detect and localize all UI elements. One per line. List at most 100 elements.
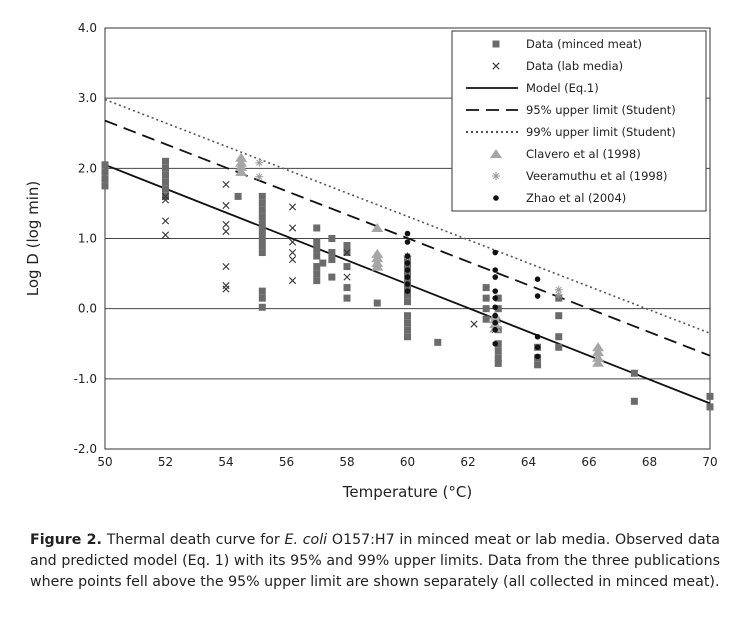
minced-meat-point — [630, 397, 638, 405]
clavero-point — [371, 261, 384, 271]
lab-media-point — [288, 224, 297, 232]
lab-media-point — [222, 180, 230, 189]
x-tick-label: 56 — [279, 455, 294, 469]
y-tick-label: 3.0 — [78, 91, 97, 105]
minced-meat-point — [162, 185, 169, 193]
minced-meat-point — [404, 333, 411, 341]
x-tick-label: 54 — [218, 455, 233, 469]
minced-meat-point — [404, 319, 411, 327]
minced-meat-point — [343, 294, 351, 302]
minced-meat-point — [706, 403, 714, 411]
y-tick-label: 1.0 — [78, 232, 97, 246]
minced-meat-point — [258, 220, 266, 228]
legend-label: Data (lab media) — [526, 59, 623, 73]
zhao-point — [492, 288, 499, 294]
line-dashed — [104, 119, 711, 357]
zhao-point — [534, 293, 541, 299]
legend-box — [451, 30, 707, 212]
lab-media-point — [222, 227, 230, 236]
minced-meat-point — [162, 164, 169, 172]
minced-meat-point — [328, 235, 336, 242]
minced-meat-point — [258, 235, 266, 242]
y-tick-label: 2.0 — [78, 161, 97, 175]
clavero-point — [592, 357, 605, 367]
x-tick-label: 64 — [521, 455, 536, 469]
legend-symbol-x — [492, 62, 500, 70]
minced-meat-point — [328, 273, 336, 281]
minced-meat-point — [328, 249, 336, 257]
clavero-point — [235, 166, 248, 176]
y-tick-label: -2.0 — [74, 442, 97, 456]
legend-label: Zhao et al (2004) — [526, 191, 626, 205]
lab-media-point — [343, 273, 351, 281]
lab-media-point — [343, 248, 351, 257]
figure-caption: Figure 2. Thermal death curve for E. col… — [30, 530, 720, 593]
x-tick-label: 62 — [460, 455, 475, 469]
lab-media-point — [288, 238, 297, 246]
minced-meat-point — [482, 315, 490, 323]
minced-meat-point — [373, 299, 381, 307]
minced-meat-point — [555, 333, 563, 341]
data-points — [101, 152, 714, 411]
minced-meat-point — [101, 175, 109, 183]
zhao-point — [534, 276, 541, 282]
zhao-point — [404, 253, 411, 259]
minced-meat-point — [404, 326, 411, 334]
legend-label: Model (Eq.1) — [526, 81, 599, 95]
minced-meat-point — [482, 305, 490, 313]
lab-media-point — [161, 231, 170, 239]
veeramuthu-point — [255, 158, 264, 167]
minced-meat-point — [494, 359, 502, 367]
legend-symbol-triangle — [490, 149, 502, 158]
veeramuthu-point — [554, 285, 563, 294]
lab-media-point — [288, 203, 297, 211]
zhao-point — [534, 333, 541, 340]
zhao-point — [534, 344, 541, 351]
zhao-point — [404, 288, 411, 294]
minced-meat-point — [258, 242, 266, 250]
minced-meat-point — [404, 312, 411, 320]
clavero-point — [489, 314, 502, 324]
zhao-point — [534, 353, 541, 360]
minced-meat-point — [482, 294, 490, 302]
minced-meat-point — [534, 361, 542, 369]
x-axis-label: Temperature (°C) — [342, 483, 472, 501]
minced-meat-point — [258, 227, 266, 235]
minced-meat-point — [555, 343, 563, 351]
minced-meat-point — [494, 305, 502, 313]
minced-meat-point — [494, 340, 502, 348]
zhao-point — [492, 326, 499, 333]
lab-media-point — [470, 320, 478, 328]
lab-media-point — [288, 248, 297, 257]
legend-label: 95% upper limit (Student) — [526, 103, 676, 117]
minced-meat-point — [319, 259, 327, 267]
zhao-point — [404, 267, 411, 273]
caption-organism: E. coli — [284, 532, 328, 548]
clavero-point — [592, 347, 605, 357]
zhao-point — [492, 340, 499, 347]
minced-meat-point — [404, 298, 411, 306]
clavero-point — [371, 253, 384, 263]
legend-label: Veeramuthu et al (1998) — [526, 169, 668, 183]
minced-meat-point — [234, 192, 242, 200]
minced-meat-point — [258, 213, 266, 221]
minced-meat-point — [343, 242, 351, 250]
minced-meat-point — [258, 294, 266, 302]
legend-label: Data (minced meat) — [526, 37, 642, 51]
veeramuthu-point — [554, 290, 563, 299]
lab-media-point — [222, 285, 230, 293]
minced-meat-point — [101, 161, 109, 169]
x-tick-label: 58 — [339, 455, 354, 469]
x-tick-label: 52 — [158, 455, 173, 469]
zhao-point — [492, 249, 499, 256]
minced-meat-point — [258, 303, 266, 311]
minced-meat-point — [404, 291, 411, 299]
zhao-point — [492, 319, 499, 326]
minced-meat-point — [404, 284, 411, 292]
lab-media-point — [288, 277, 297, 285]
y-tick-label: 4.0 — [78, 21, 97, 35]
minced-meat-point — [434, 338, 442, 346]
minced-meat-point — [404, 263, 411, 271]
minced-meat-point — [482, 284, 490, 292]
veeramuthu-point — [255, 172, 264, 181]
